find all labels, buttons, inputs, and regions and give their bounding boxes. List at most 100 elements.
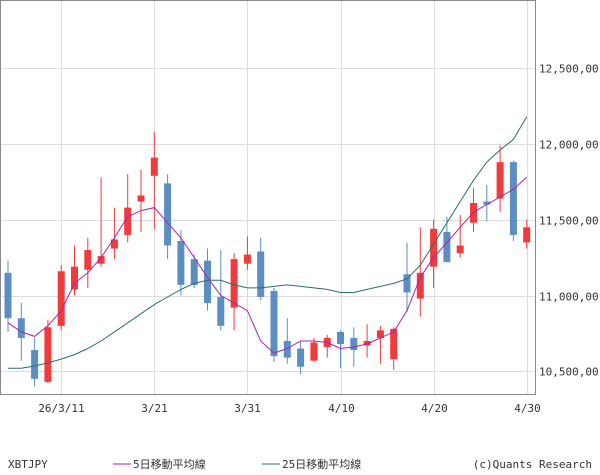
candle-body (337, 331, 344, 344)
candle-body (376, 330, 384, 338)
x-tick-label: 26/3/11 (38, 402, 84, 415)
y-tick-label: 11,000,00 (539, 291, 599, 304)
candle-body (257, 251, 265, 298)
candle (430, 219, 438, 288)
candle (403, 242, 411, 313)
candle-body (217, 297, 225, 326)
candle-body (84, 250, 92, 270)
candle (363, 324, 371, 358)
ma5-legend-label: 5日移動平均線 (133, 457, 206, 471)
candle (217, 250, 225, 331)
candle (4, 260, 12, 332)
candle-body (97, 256, 105, 264)
candle (483, 184, 491, 222)
x-tick-label: 3/31 (234, 402, 261, 415)
candle-body (164, 183, 172, 246)
candle (97, 177, 105, 267)
candle (110, 207, 118, 260)
candle (31, 337, 39, 387)
y-tick-label: 12,500,00 (539, 63, 599, 76)
candle-body (4, 272, 12, 319)
candle-body (44, 327, 52, 382)
candle (124, 174, 132, 243)
candle-body (443, 231, 451, 263)
candle-body (204, 260, 211, 304)
candle (84, 237, 92, 288)
candle (137, 169, 145, 232)
candle (164, 174, 172, 260)
candle (416, 227, 424, 317)
candle (270, 287, 278, 363)
candle-body (150, 157, 158, 176)
candle-body (297, 348, 305, 367)
candle (283, 318, 291, 364)
candle (310, 337, 318, 363)
y-tick-label: 11,500,00 (539, 215, 599, 228)
candle-body (416, 272, 424, 299)
candle-body (496, 162, 504, 199)
x-axis: 26/3/11 3/21 3/31 4/10 4/20 4/30 (38, 402, 540, 415)
candle-body (523, 227, 531, 243)
x-tick-label: 4/20 (421, 402, 448, 415)
candle-body (363, 340, 371, 346)
candle-body (456, 245, 464, 254)
candle (523, 219, 531, 249)
candle (44, 319, 52, 384)
candle-body (230, 259, 238, 308)
candle (456, 215, 464, 258)
y-tick-label: 12,000,00 (539, 139, 599, 152)
candles (4, 131, 531, 387)
credit-label: (c)Quants Research (473, 458, 592, 471)
candle (376, 325, 384, 364)
y-axis: 10,500,00 11,000,00 11,500,00 12,000,00 12,5… (539, 63, 599, 379)
y-tick-label: 10,500,00 (539, 366, 599, 379)
candle-body (350, 337, 358, 351)
candle (243, 236, 251, 270)
moving-averages (7, 116, 528, 369)
candle-body (110, 239, 118, 249)
candle (190, 254, 198, 288)
symbol-label: XBTJPY (8, 458, 48, 471)
footer-legend: XBTJPY 5日移動平均線 25日移動平均線 (c)Quants Resear… (8, 457, 592, 471)
ma5-line (7, 176, 528, 354)
candle (230, 253, 238, 331)
candle-body (509, 162, 517, 235)
candle (390, 327, 398, 370)
candle-body (190, 259, 198, 285)
candle-body (57, 271, 65, 326)
candle (323, 334, 331, 358)
ma25-legend-label: 25日移動平均線 (282, 457, 361, 471)
x-tick-label: 4/30 (514, 402, 541, 415)
x-tick-label: 3/21 (141, 402, 168, 415)
candle-body (390, 328, 398, 360)
candle (57, 265, 65, 331)
candle-body (71, 266, 78, 290)
candle (204, 248, 211, 311)
candle-body (483, 201, 491, 205)
candle-body (177, 240, 185, 285)
candle (470, 187, 477, 232)
x-tick-label: 4/10 (328, 402, 355, 415)
candle (257, 237, 265, 301)
grid-lines (0, 0, 535, 394)
candle-body (31, 350, 39, 379)
candle (150, 131, 158, 229)
candle (443, 216, 451, 263)
ma25-line (8, 116, 528, 369)
candle-body (17, 318, 25, 338)
candle-body (430, 228, 438, 267)
plot-frame (0, 0, 536, 395)
candle (496, 145, 504, 213)
candle (177, 230, 185, 296)
candle-body (137, 195, 145, 202)
candle-body (243, 254, 251, 264)
candle (297, 340, 305, 375)
candle-body (270, 290, 278, 357)
candle-body (403, 274, 411, 293)
candle (337, 330, 344, 369)
candle-body (310, 342, 318, 361)
candle (509, 160, 517, 241)
candle (71, 245, 78, 296)
candle-body (124, 207, 132, 235)
